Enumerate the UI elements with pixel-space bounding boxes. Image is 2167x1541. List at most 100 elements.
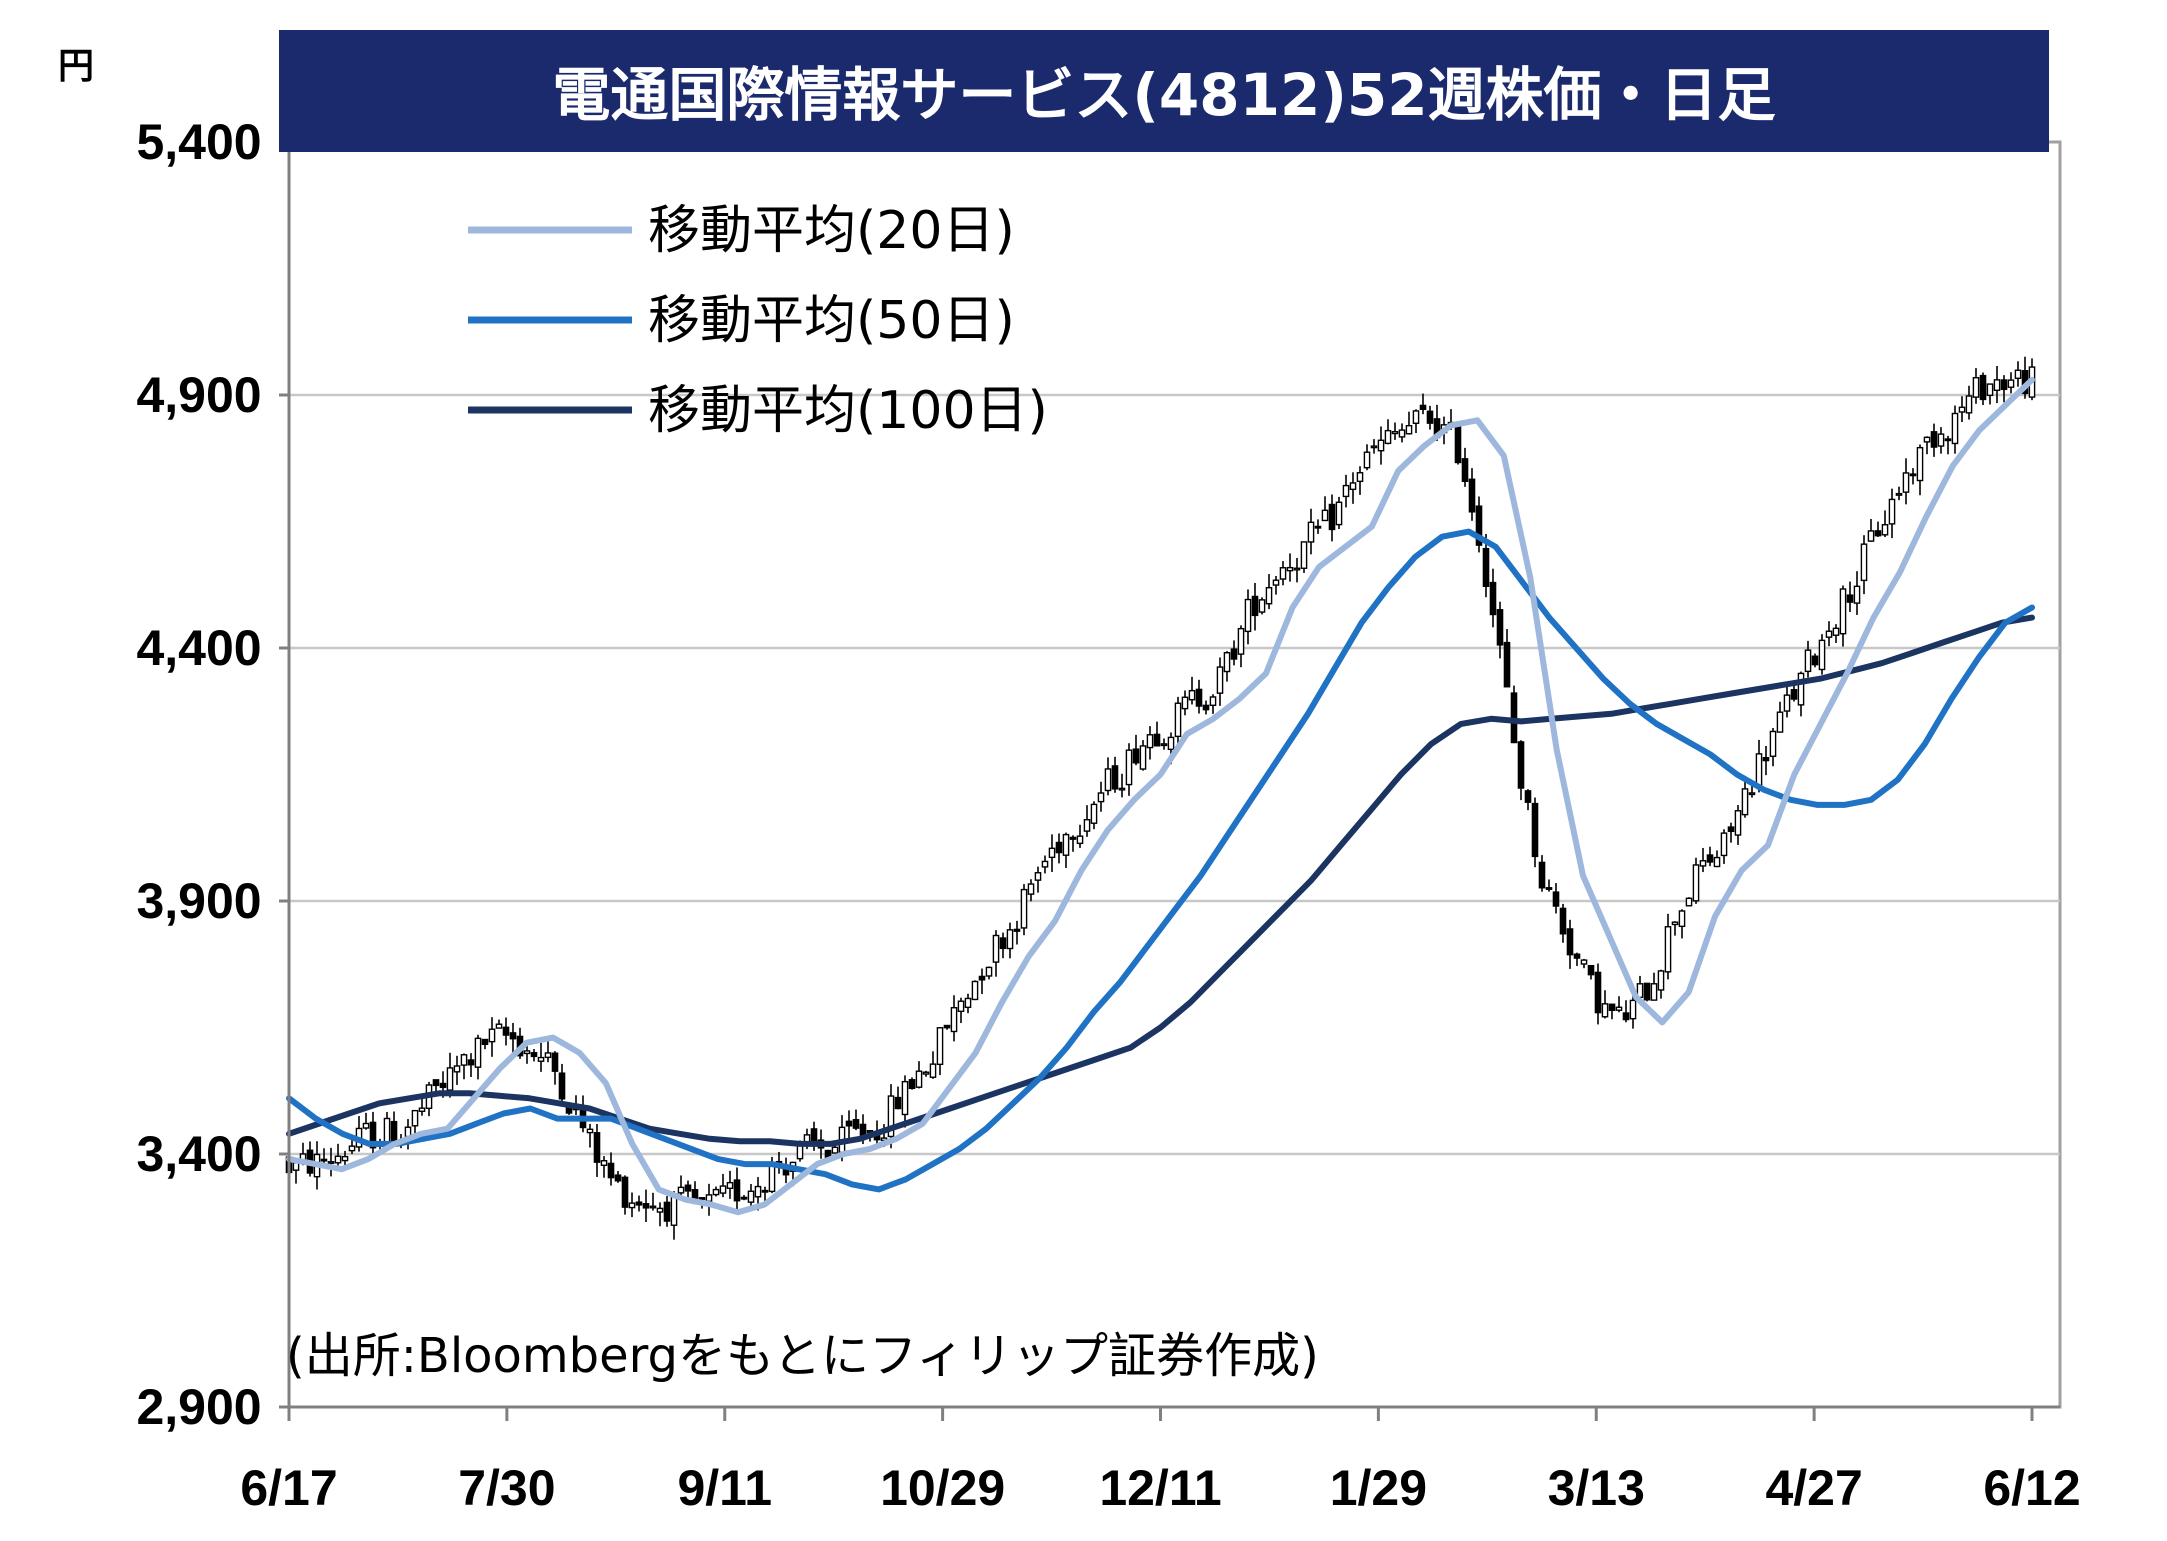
candle-body — [530, 1052, 538, 1058]
candle-body — [1839, 588, 1847, 635]
candle-body — [1006, 929, 1014, 950]
candle-body — [1188, 689, 1196, 701]
legend-label-ma100: 移動平均(100日) — [648, 381, 1048, 441]
candle-body — [733, 1179, 741, 1202]
candle-body — [327, 1161, 335, 1164]
candle-body — [1790, 689, 1798, 700]
candle-body — [936, 1027, 944, 1066]
candle-body — [1671, 921, 1679, 926]
candle-body — [1685, 897, 1693, 907]
candle-body — [1027, 883, 1035, 895]
candle-body — [467, 1059, 475, 1066]
candle-body — [1230, 648, 1238, 660]
candle-body — [705, 1194, 713, 1203]
y-tick-labels: 5,400 4,900 4,400 3,900 3,400 2,900 — [136, 114, 261, 1435]
candle-body — [523, 1050, 531, 1055]
candle-body — [1083, 819, 1091, 832]
candle-body — [1419, 404, 1427, 411]
candle-body — [292, 1162, 300, 1171]
y-tick-label: 3,400 — [136, 1126, 261, 1182]
candle-body — [1293, 567, 1301, 571]
candle-body — [1181, 696, 1189, 710]
candle-body — [1034, 872, 1042, 881]
candle-body — [1804, 649, 1812, 673]
candle-body — [1846, 594, 1854, 603]
candle-body — [481, 1038, 489, 1045]
plot-area — [287, 140, 2062, 1409]
candle-body — [1041, 860, 1049, 868]
candle-body — [460, 1054, 468, 1066]
candle-body — [1251, 595, 1259, 617]
candle-body — [761, 1189, 769, 1193]
candle-body — [1111, 765, 1119, 790]
candle-body — [544, 1052, 552, 1059]
candle-body — [1209, 696, 1217, 706]
candle-body — [1363, 451, 1371, 469]
x-tick-label: 12/11 — [1099, 1460, 1221, 1516]
candle-body — [901, 1080, 909, 1116]
candle-body — [558, 1072, 566, 1100]
candle-body — [1153, 733, 1161, 747]
y-tick-label: 4,400 — [136, 620, 261, 676]
candle-body — [1076, 835, 1084, 845]
candle-body — [1503, 641, 1511, 688]
candle-body — [698, 1197, 706, 1200]
x-tick-label: 1/29 — [1330, 1460, 1427, 1516]
x-tick-labels: 6/17 7/30 9/11 10/29 12/11 1/29 3/13 4/27 6/12 — [240, 1460, 2080, 1516]
candle-body — [1699, 860, 1707, 867]
candle-body — [614, 1174, 622, 1182]
candle-body — [551, 1052, 559, 1072]
candle-body — [1622, 1012, 1630, 1021]
candle-body — [1909, 473, 1917, 477]
candle-body — [1972, 377, 1980, 398]
candle-body — [754, 1185, 762, 1198]
candle-body — [1097, 792, 1105, 803]
candle-body — [1146, 734, 1154, 749]
candle-body — [1713, 856, 1721, 868]
candle-body — [1650, 983, 1658, 1001]
candle-body — [453, 1065, 461, 1073]
candle-body — [1741, 788, 1749, 816]
candle-body — [1195, 688, 1203, 707]
candle-body — [1069, 836, 1077, 840]
x-tick-label: 6/12 — [1983, 1460, 2080, 1516]
candle-body — [677, 1186, 685, 1194]
candle-body — [1223, 652, 1231, 673]
series-line-ma20 — [286, 376, 2035, 1216]
candle-body — [1727, 826, 1735, 833]
candle-body — [1321, 509, 1329, 522]
candle-body — [1860, 543, 1868, 582]
candle-body — [1643, 982, 1651, 1001]
candle-body — [1545, 887, 1553, 890]
x-tick-label: 9/11 — [677, 1460, 772, 1516]
candle-body — [747, 1190, 755, 1203]
candle-body — [852, 1119, 860, 1129]
candle-body — [1755, 753, 1763, 789]
candle-body — [1314, 525, 1322, 529]
grid-lines — [279, 140, 2060, 1421]
candle-body — [1412, 410, 1420, 424]
candle-body — [537, 1056, 545, 1062]
candle-body — [1678, 910, 1686, 928]
candle-body — [1853, 585, 1861, 604]
y-tick-label: 5,400 — [136, 114, 261, 170]
candle-body — [957, 1000, 965, 1013]
candle-body — [432, 1079, 440, 1087]
candle-body — [1587, 964, 1595, 976]
legend: 移動平均(20日) 移動平均(50日) 移動平均(100日) — [468, 201, 1048, 441]
candle-body — [1160, 743, 1168, 747]
chart-title: 電通国際情報サービス(4812)52週株価・日足 — [552, 61, 1775, 129]
candle-body — [1615, 1006, 1623, 1011]
candle-body — [1370, 445, 1378, 449]
candle-body — [1832, 627, 1840, 636]
candle-body — [1783, 694, 1791, 712]
x-tick-label: 6/17 — [240, 1460, 337, 1516]
candle-body — [369, 1121, 377, 1149]
candle-body — [1174, 702, 1182, 738]
candle-body — [586, 1128, 594, 1134]
y-unit-label: 円 — [58, 46, 94, 87]
candle-body — [1825, 630, 1833, 638]
candle-body — [726, 1181, 734, 1189]
candle-body — [768, 1164, 776, 1193]
candle-body — [719, 1185, 727, 1194]
